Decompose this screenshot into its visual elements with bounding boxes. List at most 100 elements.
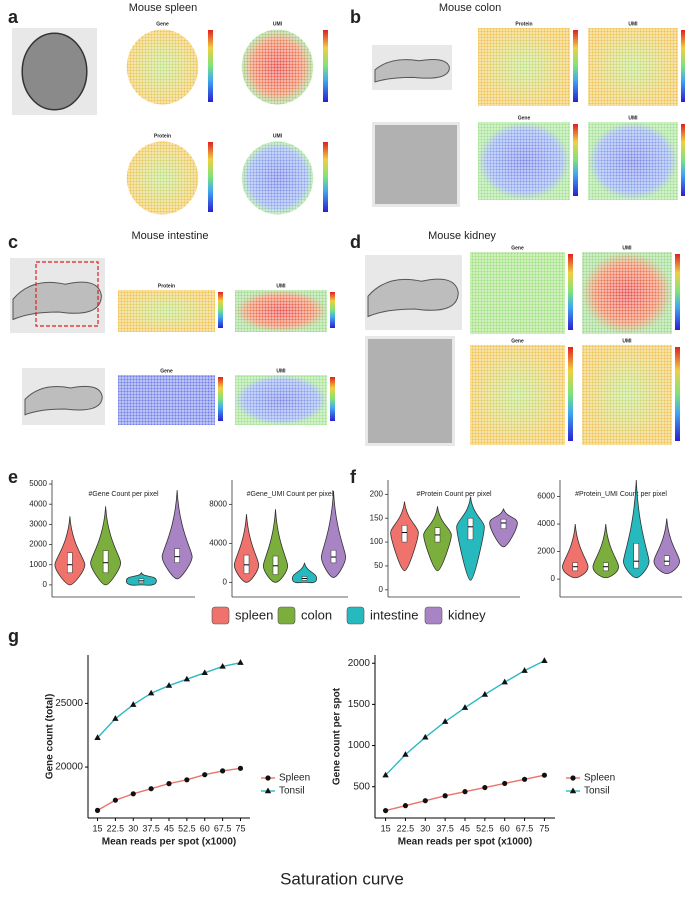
y-tick-label: 20000 bbox=[55, 762, 83, 773]
violin bbox=[320, 490, 347, 578]
line bbox=[385, 660, 545, 776]
box bbox=[174, 548, 180, 563]
box bbox=[67, 552, 73, 574]
colorbar bbox=[208, 142, 213, 212]
marker bbox=[382, 807, 389, 814]
x-tick-label: 52.5 bbox=[178, 823, 196, 833]
violin bbox=[90, 506, 122, 586]
marker bbox=[184, 777, 190, 783]
panel-title: Mouse colon bbox=[439, 2, 501, 14]
box bbox=[401, 525, 408, 543]
marker bbox=[402, 751, 409, 757]
x-tick-label: 30 bbox=[420, 823, 430, 833]
marker bbox=[94, 734, 101, 740]
x-tick-label: 45 bbox=[164, 823, 174, 833]
legend-swatch bbox=[277, 606, 296, 625]
heatmap-grid bbox=[478, 122, 570, 200]
heatmap-title: UMI bbox=[622, 338, 632, 344]
tissue bbox=[367, 278, 459, 318]
heatmap-grid bbox=[582, 345, 672, 445]
legend-swatch bbox=[346, 606, 365, 625]
heatmap-title: UMI bbox=[622, 245, 632, 251]
marker bbox=[202, 772, 208, 778]
panel-label: b bbox=[350, 7, 361, 27]
x-axis-label: Mean reads per spot (x1000) bbox=[102, 837, 237, 848]
x-tick-label: 67.5 bbox=[516, 823, 534, 833]
marker bbox=[570, 775, 576, 781]
chart-title: #Gene_UMI Count per pixel bbox=[247, 491, 334, 498]
legend-label: colon bbox=[301, 607, 332, 622]
panel-title: Mouse kidney bbox=[428, 230, 496, 242]
y-tick-label: 5000 bbox=[29, 479, 47, 488]
y-tick-label: 50 bbox=[374, 561, 383, 570]
y-axis-label: Gene count (total) bbox=[45, 694, 56, 780]
legend-label: Spleen bbox=[279, 773, 310, 784]
tissue bbox=[375, 125, 457, 204]
marker bbox=[265, 775, 271, 781]
x-tick-label: 67.5 bbox=[214, 823, 232, 833]
marker bbox=[462, 789, 468, 795]
caption: Saturation curve bbox=[280, 869, 404, 888]
y-tick-label: 1000 bbox=[348, 740, 371, 751]
y-tick-label: 4000 bbox=[209, 538, 227, 547]
marker bbox=[422, 733, 429, 740]
colorbar bbox=[218, 377, 223, 421]
x-tick-label: 75 bbox=[539, 823, 549, 833]
panel-label: f bbox=[350, 467, 357, 487]
marker bbox=[94, 807, 101, 813]
legend-label: kidney bbox=[448, 607, 486, 622]
heatmap-grid bbox=[235, 290, 327, 332]
heatmap-title: UMI bbox=[273, 133, 283, 139]
marker bbox=[166, 781, 172, 787]
y-tick-label: 100 bbox=[370, 537, 384, 546]
legend-label: Tonsil bbox=[584, 786, 610, 797]
y-tick-label: 500 bbox=[353, 781, 370, 792]
marker bbox=[402, 803, 409, 809]
marker bbox=[422, 798, 428, 804]
marker bbox=[130, 701, 137, 707]
marker bbox=[201, 669, 208, 676]
violin bbox=[233, 514, 260, 583]
x-tick-label: 15 bbox=[381, 823, 391, 833]
legend-swatch bbox=[211, 606, 230, 625]
panel-label: g bbox=[8, 626, 19, 646]
heatmap-title: Gene bbox=[518, 115, 531, 121]
heatmap-title: Gene bbox=[160, 368, 173, 374]
y-tick-label: 1500 bbox=[348, 699, 371, 710]
panel-label: a bbox=[8, 7, 19, 27]
heatmap-grid bbox=[126, 141, 199, 215]
heatmap-title: UMI bbox=[628, 21, 638, 27]
box bbox=[633, 543, 639, 569]
heatmap-title: Gene bbox=[511, 338, 524, 344]
violin bbox=[653, 518, 680, 575]
x-tick-label: 37.5 bbox=[142, 823, 160, 833]
heatmap-grid bbox=[582, 252, 672, 334]
violin bbox=[562, 524, 589, 579]
heatmap-title: Protein bbox=[154, 133, 171, 139]
heatmap-grid bbox=[241, 29, 314, 105]
marker bbox=[112, 797, 118, 803]
y-tick-label: 150 bbox=[370, 513, 384, 522]
heatmap-grid bbox=[126, 29, 199, 105]
heatmap-grid bbox=[241, 141, 314, 215]
colorbar bbox=[573, 124, 578, 196]
y-tick-label: 0 bbox=[379, 585, 384, 594]
marker bbox=[237, 765, 244, 771]
marker bbox=[502, 780, 508, 787]
colorbar bbox=[330, 377, 335, 421]
y-tick-label: 200 bbox=[370, 489, 384, 498]
box bbox=[664, 555, 670, 566]
panel-label: d bbox=[350, 232, 361, 252]
heatmap-title: UMI bbox=[276, 368, 286, 374]
y-tick-label: 3000 bbox=[29, 519, 47, 528]
y-tick-label: 0 bbox=[43, 580, 48, 589]
x-tick-label: 52.5 bbox=[476, 823, 494, 833]
marker bbox=[442, 793, 448, 799]
box bbox=[467, 517, 474, 540]
colorbar bbox=[323, 30, 328, 102]
marker bbox=[482, 784, 488, 791]
legend-label: Tonsil bbox=[279, 786, 305, 797]
marker bbox=[220, 768, 226, 774]
y-tick-label: 2000 bbox=[29, 540, 47, 549]
